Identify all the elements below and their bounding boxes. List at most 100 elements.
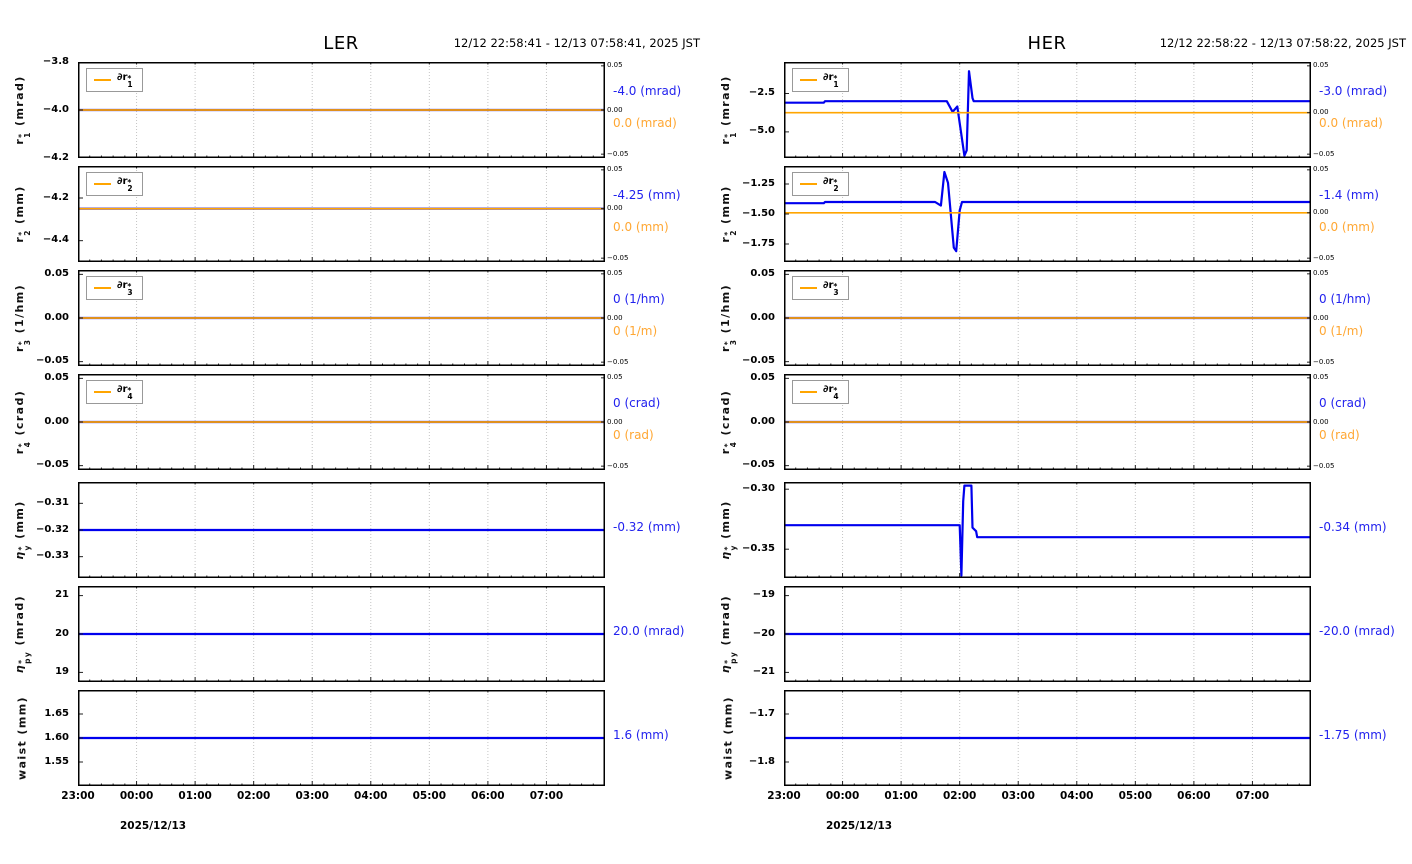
y-tick-label: −0.05 bbox=[35, 355, 69, 367]
plot-area-r3 bbox=[784, 270, 1311, 366]
plot-area-waist bbox=[784, 690, 1311, 786]
legend-line-swatch bbox=[800, 183, 817, 185]
legend-box: ∂r * 3 bbox=[792, 276, 849, 300]
label-text: r bbox=[719, 137, 732, 145]
right-axis-tick-label: −0.05 bbox=[607, 461, 629, 470]
y-tick-label: −1.75 bbox=[741, 237, 775, 249]
x-tick-label: 00:00 bbox=[825, 790, 860, 802]
right-axis-tick-label: 0.00 bbox=[1313, 108, 1329, 117]
current-value-blue: 20.0 (mrad) bbox=[613, 624, 685, 638]
current-value-orange: 0.0 (mm) bbox=[1319, 220, 1375, 234]
y-tick-label: −0.33 bbox=[35, 550, 69, 562]
y-tick-label: −2.5 bbox=[748, 86, 775, 98]
plot-area-r1 bbox=[78, 62, 605, 158]
label-text: r bbox=[13, 345, 26, 353]
legend-label: ∂r * 4 bbox=[823, 384, 839, 400]
current-value-blue: 0 (crad) bbox=[1319, 396, 1367, 410]
right-axis-tick-label: 0.00 bbox=[607, 204, 623, 213]
label-subsup: * py bbox=[17, 650, 32, 664]
panels-stack: r * 1 (mrad) −3.8 −4.0 −4.2 ∂r * 1 0.05 0.00 −0.05-… bbox=[0, 56, 706, 790]
current-value-blue: -1.75 (mm) bbox=[1319, 728, 1387, 742]
label-subsup: * 2 bbox=[127, 178, 133, 193]
label-subsup: * 4 bbox=[17, 440, 32, 448]
plot-area-etay bbox=[784, 482, 1311, 578]
legend-line-swatch bbox=[800, 287, 817, 289]
legend-label: ∂r * 1 bbox=[117, 72, 133, 88]
y-tick-label: −19 bbox=[752, 589, 775, 601]
right-axis-tick-label: 0.00 bbox=[607, 313, 623, 322]
label-subsup: * 1 bbox=[17, 131, 32, 138]
x-axis-tick-labels: 23:00 00:00 01:00 02:00 03:00 04:00 05:00 06:00… bbox=[0, 790, 706, 804]
current-value-blue: -20.0 (mrad) bbox=[1319, 624, 1395, 638]
time-range-label: 12/12 22:58:22 - 12/13 07:58:22, 2025 JS… bbox=[1159, 36, 1406, 50]
right-axis-tick-label: −0.05 bbox=[1313, 253, 1335, 262]
legend-box: ∂r * 2 bbox=[86, 172, 143, 196]
y-tick-label: 0.00 bbox=[44, 415, 69, 427]
right-axis-tick-label: 0.05 bbox=[1313, 269, 1329, 278]
label-subsup: * 4 bbox=[723, 440, 738, 448]
y-tick-label: −4.2 bbox=[42, 191, 69, 203]
panel-r2: r * 2 (mm) −1.25 −1.50 −1.75 ∂r * 2 0.05 0.00 −0.05… bbox=[706, 165, 1412, 262]
y-tick-label: −0.35 bbox=[741, 542, 775, 554]
right-axis-tick-label: −0.05 bbox=[1313, 149, 1335, 158]
current-value-orange: 0 (rad) bbox=[1319, 428, 1360, 442]
current-value-blue: -3.0 (mrad) bbox=[1319, 84, 1388, 98]
x-tick-label: 07:00 bbox=[529, 790, 564, 802]
current-value-orange: 0.0 (mrad) bbox=[613, 116, 677, 130]
x-tick-label: 06:00 bbox=[471, 790, 505, 802]
right-axis-tick-label: 0.05 bbox=[1313, 61, 1329, 70]
legend-label: ∂r * 3 bbox=[117, 280, 133, 296]
plot-area-r2 bbox=[78, 166, 605, 262]
x-tick-label: 04:00 bbox=[354, 790, 388, 802]
x-axis-tick-labels: 23:00 00:00 01:00 02:00 03:00 04:00 05:00 06:00… bbox=[706, 790, 1412, 804]
label-text: ∂r bbox=[117, 176, 128, 187]
label-subsup: * 2 bbox=[723, 229, 738, 236]
y-tick-label: 1.60 bbox=[44, 731, 69, 743]
plot-area-waist bbox=[78, 690, 605, 786]
panel-waist: waist (mm) −1.7 −1.8 -1.75 (mm) bbox=[706, 690, 1412, 786]
label-subsup: * 3 bbox=[127, 282, 133, 297]
y-tick-label: −1.25 bbox=[741, 177, 775, 189]
y-tick-label: −0.05 bbox=[741, 459, 775, 471]
label-subsup: * 3 bbox=[833, 282, 839, 297]
current-value-blue: -4.0 (mrad) bbox=[613, 84, 682, 98]
panels-stack: r * 1 (mrad) −2.5 −5.0 ∂r * 1 0.05 0.00 −0.05 -3.0 … bbox=[706, 61, 1412, 790]
label-text: r bbox=[13, 137, 26, 145]
ring-title: LER bbox=[323, 33, 359, 54]
legend-line-swatch bbox=[800, 391, 817, 393]
ring-title: HER bbox=[1027, 33, 1067, 54]
legend-label: ∂r * 2 bbox=[117, 176, 133, 192]
label-text: ∂r bbox=[823, 72, 834, 83]
y-tick-label: 1.65 bbox=[44, 707, 69, 719]
right-axis-tick-label: 0.05 bbox=[1313, 165, 1329, 174]
right-axis-tick-label: 0.00 bbox=[1313, 417, 1329, 426]
current-value-blue: -0.34 (mm) bbox=[1319, 520, 1387, 534]
plot-area-r3 bbox=[78, 270, 605, 366]
legend-label: ∂r * 2 bbox=[823, 176, 839, 192]
y-tick-label: −0.32 bbox=[35, 523, 69, 535]
y-tick-label: 0.05 bbox=[750, 371, 775, 383]
label-text: (mrad) bbox=[13, 594, 26, 651]
y-tick-label: −20 bbox=[752, 627, 775, 639]
y-tick-label: 0.05 bbox=[750, 267, 775, 279]
label-text: r bbox=[719, 447, 732, 455]
current-value-orange: 0 (1/m) bbox=[613, 324, 658, 338]
y-tick-label: 0.00 bbox=[750, 311, 775, 323]
y-tick-label: 20 bbox=[55, 627, 69, 639]
legend-box: ∂r * 4 bbox=[86, 380, 143, 404]
current-value-blue: -1.4 (mm) bbox=[1319, 188, 1379, 202]
panel-r3: r * 3 (1/hm) 0.05 0.00 −0.05 ∂r * 3 0.05 0.00 −0.05… bbox=[0, 268, 706, 367]
label-text: r bbox=[13, 447, 26, 455]
right-axis-tick-label: 0.05 bbox=[607, 165, 623, 174]
legend-box: ∂r * 1 bbox=[792, 68, 849, 92]
panel-r1: r * 1 (mrad) −3.8 −4.0 −4.2 ∂r * 1 0.05 0.00 −0.05-… bbox=[0, 56, 706, 163]
x-tick-label: 05:00 bbox=[412, 790, 447, 802]
plot-area-etapy bbox=[78, 586, 605, 682]
label-subsup: * 3 bbox=[723, 338, 738, 346]
x-tick-label: 06:00 bbox=[1177, 790, 1211, 802]
x-tick-label: 01:00 bbox=[178, 790, 212, 802]
y-tick-label: −4.0 bbox=[42, 103, 69, 115]
label-text: ∂r bbox=[117, 384, 128, 395]
legend-box: ∂r * 1 bbox=[86, 68, 143, 92]
